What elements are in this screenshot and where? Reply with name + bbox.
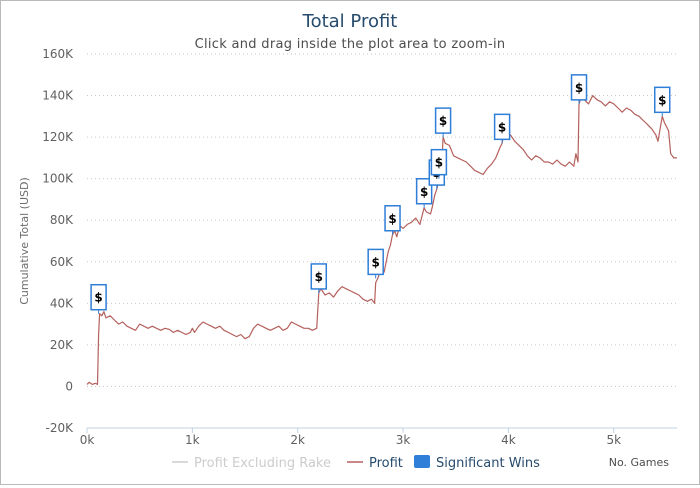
- y-tick-label: -20K: [46, 421, 75, 435]
- flag-label: $: [420, 185, 428, 199]
- flag-label: $: [388, 212, 396, 226]
- legend-label-profit: Profit: [369, 456, 403, 471]
- x-axis: 0k 1k 2k 3k 4k 5k: [80, 427, 677, 447]
- flag-label: $: [439, 114, 447, 128]
- flag-box: [493, 113, 511, 141]
- flag-box: [434, 107, 452, 134]
- legend-label-significant-wins: Significant Wins: [436, 456, 540, 471]
- legend-label-profit-excluding-rake: Profit Excluding Rake: [194, 456, 331, 471]
- significant-win-flag[interactable]: $: [430, 148, 448, 179]
- significant-win-flag[interactable]: $: [384, 205, 401, 235]
- significant-win-flag[interactable]: $: [415, 178, 433, 208]
- y-tick-label: 60K: [50, 255, 74, 269]
- plot-area[interactable]: [86, 95, 677, 385]
- flag-box: [90, 283, 107, 311]
- y-tick-label: 120K: [42, 130, 74, 144]
- y-tick-label: 140K: [42, 89, 74, 103]
- flag-label: $: [658, 93, 666, 107]
- x-tick-label: 5k: [606, 433, 621, 447]
- legend-item-profit-excluding-rake[interactable]: Profit Excluding Rake: [172, 456, 331, 471]
- chart-title: Total Profit: [302, 11, 398, 32]
- y-tick-label: 80K: [50, 213, 74, 227]
- significant-win-flag[interactable]: $: [493, 113, 511, 144]
- y-tick-label: 100K: [42, 172, 74, 186]
- legend-item-profit[interactable]: Profit: [347, 456, 403, 471]
- significant-wins-flags: $$$$$$$$$$$: [90, 74, 671, 314]
- y-tick-label: 0: [65, 379, 73, 393]
- flag-box: [654, 86, 671, 114]
- significant-win-flag[interactable]: $: [570, 74, 588, 104]
- x-tick-label: 3k: [396, 433, 411, 447]
- y-axis-title: Cumulative Total (USD): [18, 177, 31, 305]
- flag-label: $: [498, 120, 506, 134]
- flag-label: $: [315, 270, 323, 284]
- y-tick-label: 40K: [50, 296, 74, 310]
- flag-box: [570, 74, 588, 101]
- y-axis: -20K 0 20K 40K 60K 80K 100K 120K 140K 160K: [42, 47, 74, 435]
- flag-box: [430, 148, 448, 176]
- y-tick-label: 160K: [42, 47, 74, 61]
- flag-box: [415, 178, 433, 205]
- x-tick-label: 1k: [185, 433, 200, 447]
- significant-win-flag[interactable]: $: [90, 283, 107, 314]
- flag-label: $: [94, 291, 102, 305]
- significant-win-flag[interactable]: $: [434, 107, 452, 138]
- flag-label: $: [575, 81, 583, 95]
- significant-win-flag[interactable]: $: [367, 248, 384, 279]
- significant-win-flag[interactable]: $: [310, 263, 328, 293]
- x-tick-label: 4k: [501, 433, 516, 447]
- flag-label: $: [371, 255, 379, 269]
- grid: [87, 53, 677, 429]
- significant-win-flag[interactable]: $: [654, 86, 671, 117]
- x-axis-title: No. Games: [609, 456, 670, 469]
- flag-box: [367, 248, 384, 276]
- x-tick-label: 2k: [290, 433, 305, 447]
- legend: Profit Excluding Rake Profit Significant…: [172, 455, 540, 471]
- x-tick-label: 0k: [80, 433, 95, 447]
- y-tick-label: 20K: [50, 338, 74, 352]
- flag-label: $: [435, 156, 443, 170]
- series-line-profit[interactable]: [86, 95, 677, 385]
- flag-box: [310, 263, 328, 290]
- legend-item-significant-wins[interactable]: Significant Wins: [414, 455, 540, 471]
- flag-box: [384, 205, 401, 232]
- chart-subtitle: Click and drag inside the plot area to z…: [195, 37, 506, 52]
- legend-square-icon: [414, 455, 430, 468]
